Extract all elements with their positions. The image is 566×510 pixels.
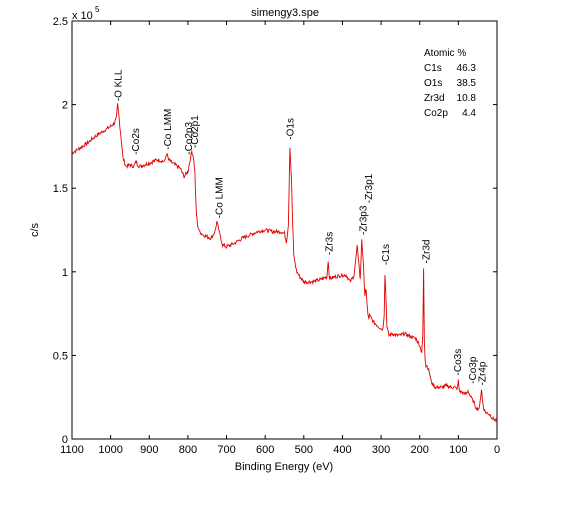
x-tick-label: 500 [295, 444, 313, 456]
y-tick-label: 2.5 [53, 16, 68, 28]
peak-label: -Zr3p3 [358, 205, 369, 235]
x-tick-label: 100 [449, 444, 467, 456]
y-tick-label: 1.5 [53, 183, 68, 195]
peak-label: -Co3p [468, 356, 479, 384]
x-tick-label: 900 [140, 444, 158, 456]
y-exponent-power: 5 [95, 5, 100, 14]
y-axis: 0 0.5 1 1.5 2 2.5 [53, 16, 497, 446]
peak-label: -Co3s [453, 349, 464, 376]
x-axis: 1100 1000 900 800 700 600 500 400 300 200 100 0 [60, 21, 500, 456]
peak-label: -Co LMM [215, 177, 226, 218]
x-tick-label: 400 [333, 444, 351, 456]
peak-label: -C1s [381, 244, 392, 265]
y-tick-label: 1 [62, 267, 68, 279]
peak-label: -Zr3d [421, 240, 432, 264]
y-tick-label: 0 [62, 434, 68, 446]
legend-value: 46.3 [457, 63, 477, 74]
x-tick-label: 200 [411, 444, 429, 456]
x-tick-label: 700 [217, 444, 235, 456]
legend-value: 4.4 [462, 108, 476, 119]
peak-label: -O1s [286, 118, 297, 140]
legend: Atomic % C1s 46.3 O1s 38.5 Zr3d 10.8 Co2p 4.4 [424, 48, 476, 119]
x-tick-label: 0 [494, 444, 500, 456]
y-axis-label: c/s [29, 222, 41, 237]
plot-frame [71, 20, 498, 440]
legend-element: C1s [424, 63, 442, 74]
legend-value: 10.8 [457, 93, 477, 104]
peak-label: -O KLL [114, 69, 125, 101]
y-tick-label: 0.5 [53, 350, 68, 362]
x-tick-label: 1100 [60, 444, 84, 456]
peak-label: -Zr3p1 [364, 173, 375, 203]
peak-labels: -O KLL -Co2s -Co LMM -Co2p3-Co2p1 -Co LMM -O1… [114, 69, 489, 385]
x-tick-label: 600 [256, 444, 274, 456]
peak-label: -Co LMM [163, 109, 174, 150]
y-tick-label: 2 [62, 100, 68, 112]
peak-label: -Zr3s [324, 232, 335, 255]
y-exponent-label: x 10 [72, 10, 93, 22]
legend-element: O1s [424, 78, 442, 89]
x-tick-label: 300 [372, 444, 390, 456]
peak-label: -Co2s [131, 128, 142, 155]
peak-label: -Zr4p [478, 361, 489, 385]
legend-element: Zr3d [424, 93, 445, 104]
chart-title: simengy3.spe [251, 7, 319, 19]
legend-header: Atomic % [424, 48, 466, 59]
peak-label: -Co2p1 [190, 115, 201, 148]
x-tick-label: 800 [179, 444, 197, 456]
x-tick-label: 1000 [98, 444, 122, 456]
legend-value: 38.5 [457, 78, 477, 89]
x-axis-label: Binding Energy (eV) [235, 461, 333, 473]
legend-element: Co2p [424, 108, 448, 119]
series-layer [71, 103, 498, 423]
spectrum-line [71, 103, 498, 423]
peak-label: -Co2p3 [184, 122, 195, 155]
